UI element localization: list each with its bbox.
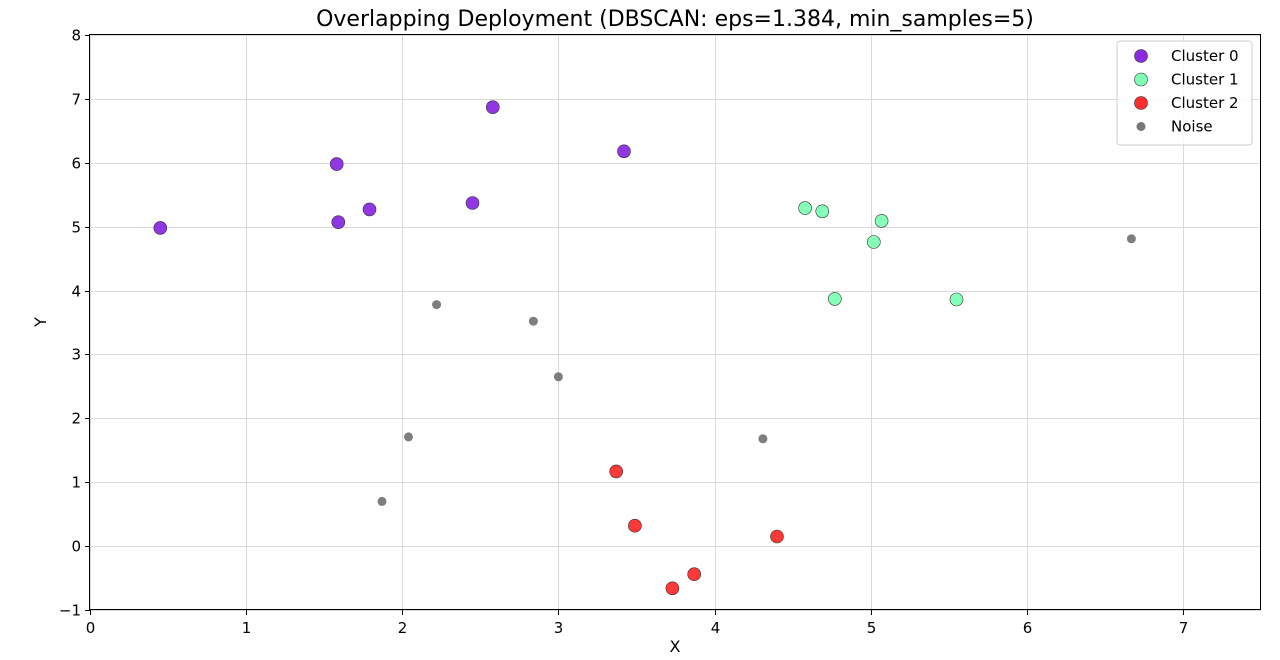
legend-marker-cluster-0 bbox=[1134, 49, 1148, 63]
point-cluster-1 bbox=[827, 292, 842, 306]
x-tick-label: 2 bbox=[398, 619, 408, 637]
legend: Cluster 0 Cluster 1 Cluster 2 Noise bbox=[1116, 40, 1253, 146]
x-axis-label: X bbox=[670, 637, 681, 656]
point-noise bbox=[377, 496, 387, 506]
grid-lines bbox=[90, 35, 1261, 611]
x-tick-label: 1 bbox=[242, 619, 252, 637]
point-cluster-2 bbox=[687, 567, 702, 582]
y-tick-label: 3 bbox=[71, 346, 81, 364]
point-cluster-2 bbox=[770, 529, 784, 544]
x-tick-label: 4 bbox=[711, 619, 721, 637]
legend-marker-noise bbox=[1136, 122, 1146, 131]
point-cluster-1 bbox=[874, 214, 889, 228]
point-cluster-0 bbox=[617, 144, 631, 159]
x-tick-label: 0 bbox=[86, 619, 96, 637]
point-cluster-0 bbox=[331, 215, 346, 229]
y-tick-label: 6 bbox=[71, 155, 81, 173]
plot-frame bbox=[89, 34, 1261, 610]
legend-label-cluster-2: Cluster 2 bbox=[1171, 94, 1239, 112]
point-cluster-1 bbox=[815, 204, 830, 219]
y-tick-label: 4 bbox=[71, 283, 81, 301]
point-noise bbox=[758, 434, 768, 444]
point-cluster-0 bbox=[329, 157, 344, 171]
point-cluster-2 bbox=[609, 464, 624, 479]
y-axis-label: Y bbox=[31, 317, 50, 328]
x-tick-label: 6 bbox=[1023, 619, 1033, 637]
y-tick-label: 2 bbox=[71, 410, 81, 428]
point-noise bbox=[553, 372, 563, 382]
y-tick-label: −1 bbox=[59, 602, 81, 620]
legend-label-cluster-1: Cluster 1 bbox=[1171, 71, 1239, 89]
point-cluster-0 bbox=[465, 196, 480, 210]
point-cluster-2 bbox=[628, 518, 642, 533]
y-tick-label: 5 bbox=[71, 219, 81, 237]
point-cluster-0 bbox=[153, 221, 168, 235]
chart-title: Overlapping Deployment (DBSCAN: eps=1.38… bbox=[316, 7, 1034, 32]
y-tick-label: 8 bbox=[71, 27, 81, 45]
point-cluster-1 bbox=[949, 292, 964, 307]
point-cluster-1 bbox=[866, 235, 881, 249]
point-noise bbox=[432, 300, 442, 310]
x-tick-label: 3 bbox=[554, 619, 564, 637]
point-noise bbox=[528, 316, 538, 326]
legend-marker-cluster-1 bbox=[1134, 72, 1148, 87]
y-tick-label: 0 bbox=[71, 538, 81, 556]
x-tick-label: 7 bbox=[1179, 619, 1189, 637]
data-points bbox=[153, 100, 1136, 596]
point-cluster-2 bbox=[665, 581, 680, 596]
legend-label-cluster-0: Cluster 0 bbox=[1171, 47, 1239, 65]
legend-box bbox=[1116, 40, 1253, 146]
x-tick-label: 5 bbox=[867, 619, 877, 637]
point-cluster-1 bbox=[798, 201, 812, 215]
point-noise bbox=[404, 432, 413, 442]
y-tick-label: 7 bbox=[71, 91, 81, 109]
point-noise bbox=[1126, 234, 1136, 244]
point-cluster-0 bbox=[485, 100, 500, 114]
legend-marker-cluster-2 bbox=[1134, 96, 1148, 110]
axis-ticks: 0 1 2 3 4 5 6 7 −1 0 1 2 3 4 5 6 7 8 bbox=[59, 27, 1188, 638]
y-tick-label: 1 bbox=[71, 474, 81, 492]
point-cluster-0 bbox=[362, 202, 377, 217]
legend-label-noise: Noise bbox=[1171, 118, 1213, 136]
